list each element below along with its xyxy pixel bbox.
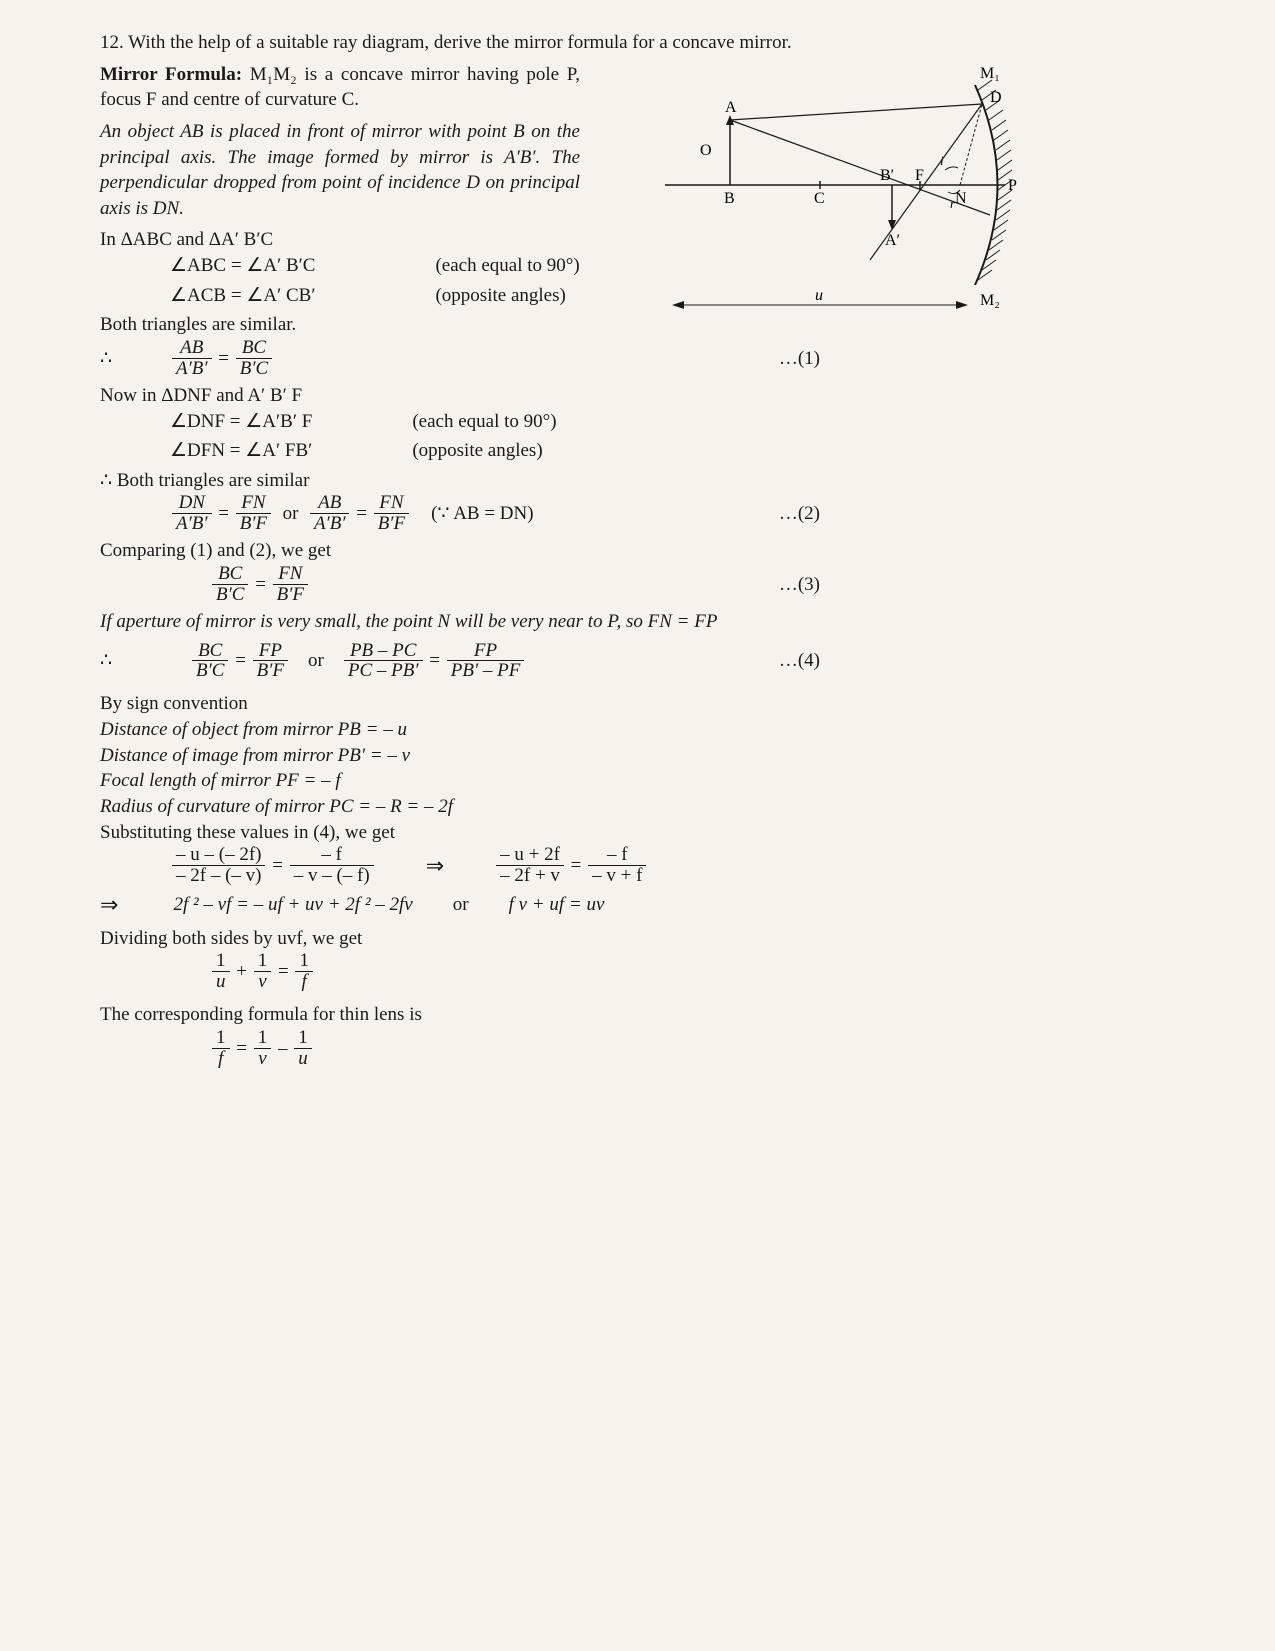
eq-dnf-row: ∠DNF = ∠A′B′ F (each equal to 90°) (100, 409, 1000, 435)
eq-expand: ⇒ 2f ² – vf = – uf + uv + 2f ² – 2fv or … (100, 890, 1000, 920)
mirror-formula-intro: Mirror Formula: M₁M₂ is a concave mirror… (100, 62, 580, 113)
svg-text:M₁: M₁ (980, 65, 1000, 82)
focal-length: Focal length of mirror PF = – f (100, 768, 1000, 794)
dividing-text: Dividing both sides by uvf, we get (100, 926, 1000, 952)
dist-img: Distance of image from mirror PB′ = – v (100, 743, 1000, 769)
svg-text:A′: A′ (885, 232, 900, 249)
svg-text:C: C (814, 190, 825, 207)
eq-4: ∴ BCB′C = FPB′F or PB – PCPC – PB′ = FPP… (100, 641, 1000, 682)
lens-text: The corresponding formula for thin lens … (100, 1002, 1000, 1028)
question-text: 12. With the help of a suitable ray diag… (100, 30, 1000, 56)
eq-dfn-row: ∠DFN = ∠A′ FB′ (opposite angles) (100, 438, 1000, 464)
svg-text:D: D (990, 89, 1002, 106)
dist-obj: Distance of object from mirror PB = – u (100, 717, 1000, 743)
aperture-text: If aperture of mirror is very small, the… (100, 609, 920, 635)
sign-convention: By sign convention (100, 691, 1000, 717)
similar-2: ∴ Both triangles are similar (100, 468, 1000, 494)
lens-formula: 1f = 1v – 1u (100, 1028, 1000, 1069)
svg-text:i: i (940, 153, 944, 168)
eq-subst-1: – u – (– 2f)– 2f – (– v) = – f– v – (– f… (100, 845, 1000, 886)
radius: Radius of curvature of mirror PC = – R =… (100, 794, 1000, 820)
svg-text:F: F (915, 167, 924, 184)
ray-diagram: M₁ M₂ D A O B C B′ F i r N P A′ u (660, 60, 1030, 358)
svg-text:B′: B′ (880, 167, 894, 184)
svg-text:M₂: M₂ (980, 292, 1000, 309)
svg-text:A: A (725, 99, 737, 116)
svg-text:P: P (1008, 177, 1017, 194)
triangles-2: Now in ΔDNF and A′ B′ F (100, 383, 1000, 409)
compare-text: Comparing (1) and (2), we get (100, 538, 1000, 564)
eq-2: DNA′B′ = FNB′F or ABA′B′ = FNB′F (∵ AB =… (100, 493, 1000, 534)
svg-text:N: N (955, 190, 967, 207)
svg-text:O: O (700, 142, 712, 159)
substituting: Substituting these values in (4), we get (100, 820, 1000, 846)
mirror-formula: 1u + 1v = 1f (100, 951, 1000, 992)
eq-3: BCB′C = FNB′F …(3) (100, 564, 1000, 605)
intro-paragraph-2: An object AB is placed in front of mirro… (100, 119, 580, 222)
svg-text:B: B (724, 190, 735, 207)
svg-text:u: u (815, 287, 823, 304)
